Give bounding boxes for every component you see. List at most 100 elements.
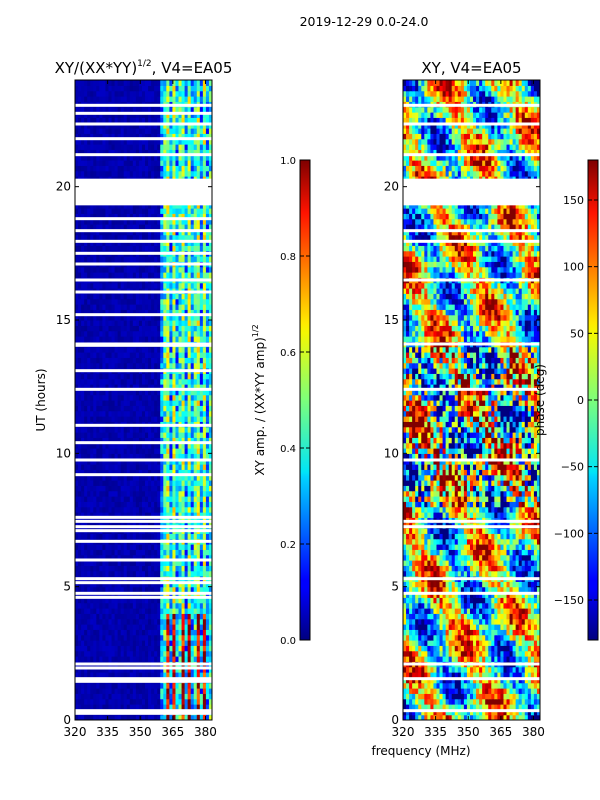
heatmap-cell	[105, 384, 110, 390]
heatmap-cell	[208, 704, 212, 710]
heatmap-cell	[93, 272, 97, 278]
heatmap-cell	[138, 533, 143, 540]
heatmap-cell	[205, 394, 210, 401]
heatmap-cell	[196, 416, 201, 422]
heatmap-cell	[205, 426, 210, 433]
heatmap-cell	[87, 634, 91, 641]
heatmap-cell	[187, 165, 192, 172]
heatmap-cell	[114, 314, 119, 321]
heatmap-cell	[138, 138, 143, 145]
heatmap-cell	[102, 165, 107, 172]
heatmap-cell	[135, 570, 140, 577]
heatmap-cell	[96, 453, 100, 460]
heatmap-cell	[129, 330, 134, 337]
heatmap-cell	[78, 437, 82, 444]
heatmap-cell	[178, 304, 183, 310]
heatmap-cell	[151, 240, 155, 246]
heatmap-cell	[108, 704, 113, 710]
heatmap-cell	[90, 400, 94, 406]
heatmap-cell	[126, 512, 131, 518]
heatmap-cell	[90, 256, 94, 262]
heatmap-cell	[99, 629, 103, 636]
heatmap-cell	[129, 149, 134, 156]
heatmap-cell	[199, 490, 204, 497]
heatmap-cell	[151, 474, 155, 481]
heatmap-cell	[151, 533, 155, 540]
heatmap-cell	[93, 133, 97, 140]
heatmap-cell	[129, 464, 134, 470]
heatmap-cell	[178, 442, 183, 449]
heatmap-cell	[151, 144, 155, 150]
heatmap-cell	[181, 213, 186, 220]
heatmap-cell	[105, 170, 110, 177]
heatmap-cell	[157, 565, 161, 572]
heatmap-cell	[178, 533, 183, 540]
heatmap-cell	[196, 234, 201, 241]
heatmap-cell	[202, 688, 207, 694]
heatmap-cell	[172, 224, 177, 230]
heatmap-cell	[81, 384, 85, 390]
heatmap-cell	[114, 384, 119, 390]
heatmap-cell	[84, 618, 88, 625]
heatmap-cell	[126, 400, 131, 406]
heatmap-cell	[138, 698, 143, 705]
heatmap-cell	[196, 629, 201, 636]
heatmap-cell	[114, 581, 119, 588]
heatmap-cell	[102, 682, 107, 689]
heatmap-cell	[208, 405, 212, 412]
heatmap-cell	[184, 352, 189, 358]
heatmap-cell	[138, 389, 143, 396]
heatmap-cell	[81, 453, 85, 460]
heatmap-cell	[84, 474, 88, 481]
heatmap-cell	[208, 597, 212, 604]
heatmap-cell	[105, 485, 110, 492]
heatmap-cell	[135, 666, 140, 673]
heatmap-cell	[108, 314, 113, 321]
heatmap-cell	[87, 442, 91, 449]
heatmap-cell	[184, 389, 189, 396]
heatmap-cell	[205, 554, 210, 561]
heatmap-cell	[123, 501, 128, 508]
heatmap-cell	[160, 240, 164, 246]
heatmap-cell	[208, 698, 212, 705]
heatmap-cell	[145, 384, 149, 390]
heatmap-cell	[166, 309, 170, 316]
heatmap-cell	[138, 666, 143, 673]
heatmap-cell	[169, 480, 174, 486]
heatmap-cell	[202, 704, 207, 710]
heatmap-cell	[199, 325, 204, 332]
heatmap-cell	[205, 154, 210, 161]
heatmap-cell	[114, 154, 119, 161]
heatmap-cell	[78, 138, 82, 145]
heatmap-cell	[205, 549, 210, 556]
heatmap-cell	[166, 650, 170, 657]
heatmap-cell	[90, 560, 94, 566]
heatmap-cell	[187, 490, 192, 497]
heatmap-cell	[138, 554, 143, 561]
heatmap-cell	[196, 213, 201, 220]
heatmap-cell	[123, 229, 128, 236]
heatmap-cell	[178, 256, 183, 262]
heatmap-cell	[193, 533, 198, 540]
heatmap-cell	[163, 394, 167, 401]
heatmap-cell	[169, 213, 174, 220]
heatmap-cell	[202, 554, 207, 561]
heatmap-cell	[81, 378, 85, 385]
heatmap-cell	[205, 586, 210, 593]
heatmap-cell	[160, 389, 164, 396]
heatmap-cell	[123, 496, 128, 502]
heatmap-cell	[193, 437, 198, 444]
heatmap-cell	[78, 416, 82, 422]
heatmap-cell	[99, 218, 103, 225]
heatmap-cell	[111, 666, 116, 673]
heatmap-cell	[135, 554, 140, 561]
heatmap-cell	[96, 640, 100, 646]
heatmap-cell	[123, 138, 128, 145]
heatmap-cell	[160, 597, 164, 604]
heatmap-cell	[108, 384, 113, 390]
heatmap-cell	[202, 410, 207, 417]
heatmap-cell	[81, 416, 85, 422]
heatmap-cell	[78, 400, 82, 406]
heatmap-cell	[178, 672, 183, 678]
heatmap-cell	[184, 453, 189, 460]
